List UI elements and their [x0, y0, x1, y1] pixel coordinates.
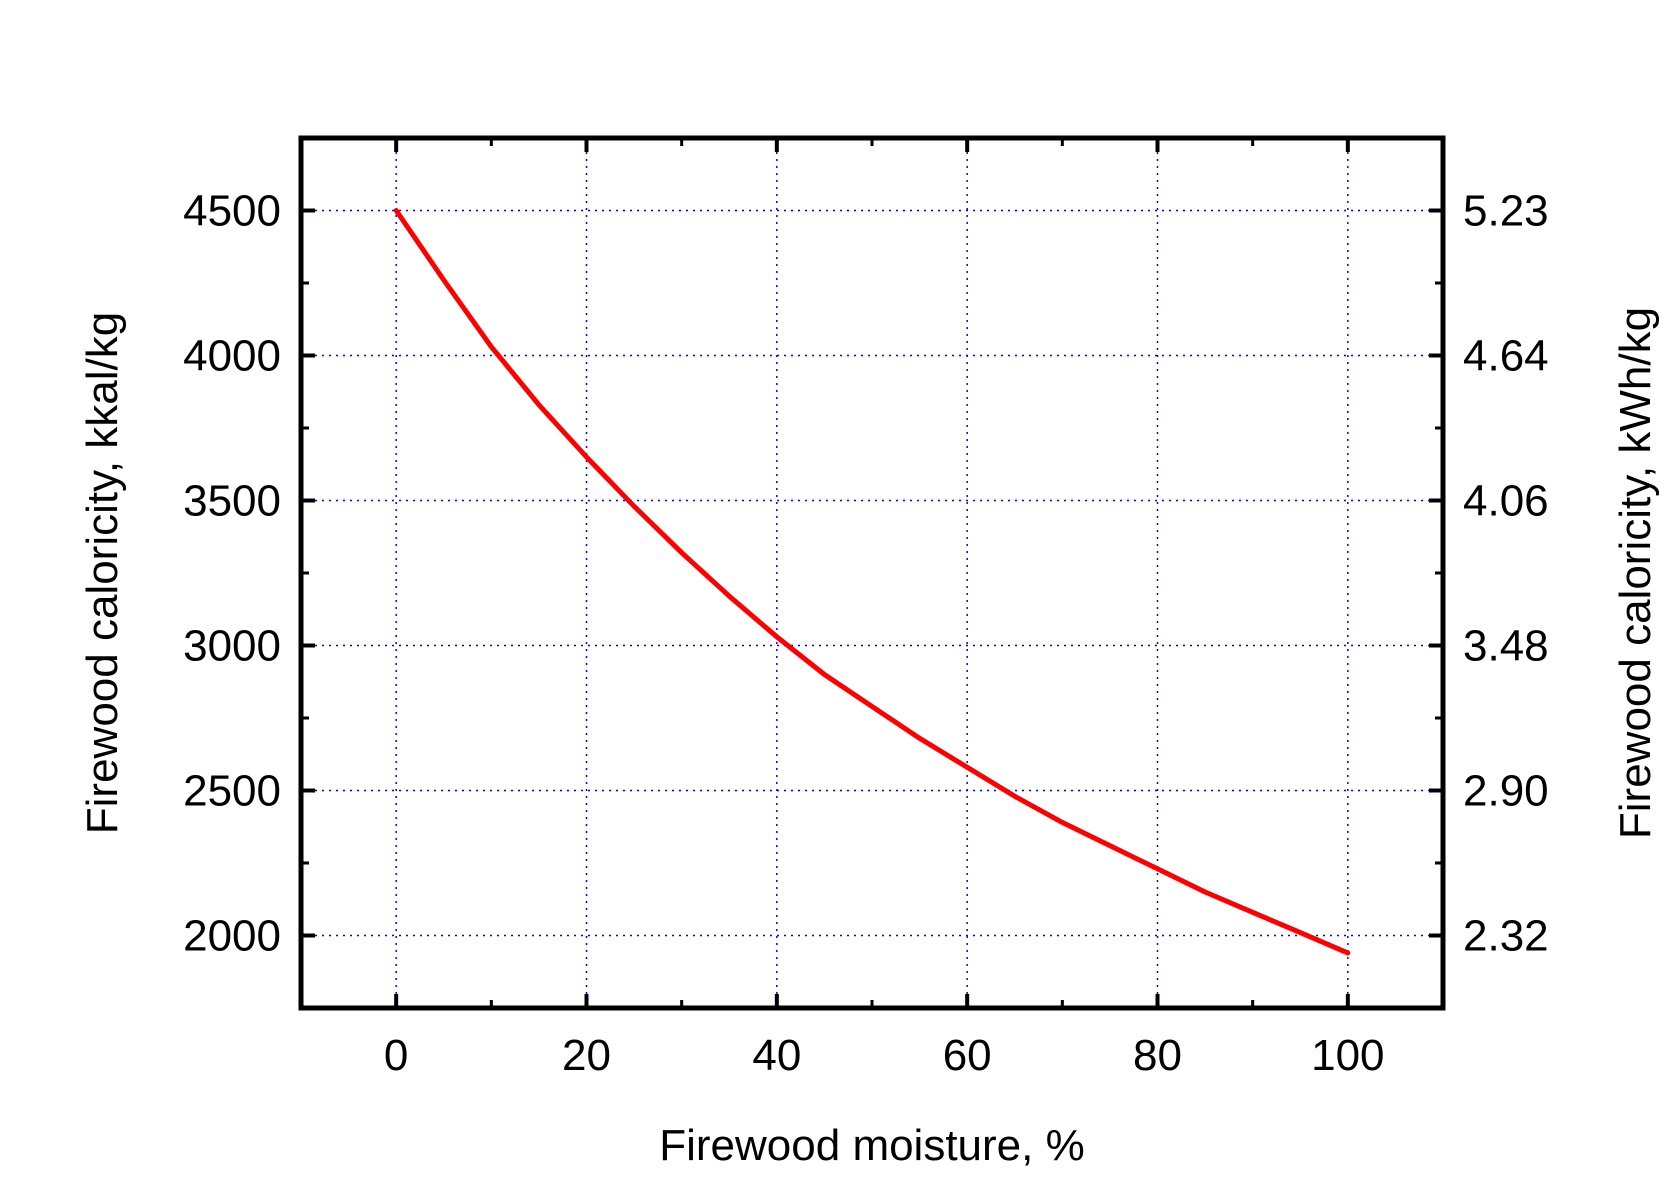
x-tick-label: 0 [384, 1031, 408, 1080]
y-tick-label: 3000 [183, 622, 281, 671]
y-axis-title-left: Firewood caloricity, kkal/kg [78, 312, 127, 834]
x-tick-label: 20 [562, 1031, 611, 1080]
series-line [393, 208, 1351, 956]
tick-labels: 0 20 40 60 80 100 2000 2.32 2500 2.90 3000 3.48 3500… [183, 187, 1549, 1081]
x-tick-label: 60 [943, 1031, 992, 1080]
x-tick-label: 100 [1311, 1031, 1384, 1080]
y-tick-label: 2500 [183, 767, 281, 816]
grid-lines [301, 138, 1443, 1008]
y-right-tick-label: 5.23 [1463, 187, 1549, 236]
y-axis-title-right: Firewood caloricity, kWh/kg [1611, 307, 1660, 839]
y-right-tick-label: 4.64 [1463, 332, 1549, 381]
x-tick-label: 80 [1133, 1031, 1182, 1080]
x-axis-title: Firewood moisture, % [659, 1121, 1084, 1170]
axis-ticks [299, 136, 1445, 1010]
y-right-tick-label: 3.48 [1463, 622, 1549, 671]
y-tick-label: 2000 [183, 912, 281, 961]
y-right-tick-label: 2.32 [1463, 912, 1549, 961]
plot-frame [298, 135, 1446, 1011]
y-tick-label: 3500 [183, 477, 281, 526]
y-tick-label: 4000 [183, 332, 281, 381]
y-tick-label: 4500 [183, 187, 281, 236]
y-right-tick-label: 2.90 [1463, 767, 1549, 816]
y-right-tick-label: 4.06 [1463, 477, 1549, 526]
x-tick-label: 40 [752, 1031, 801, 1080]
